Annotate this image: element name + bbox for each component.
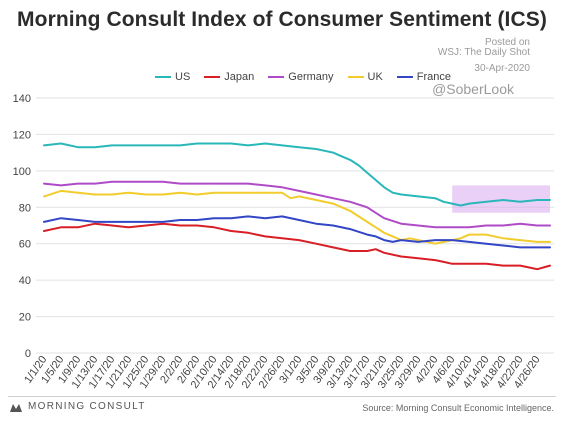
y-tick-label: 120 [13, 129, 31, 141]
legend-item-germany: Germany [268, 71, 334, 83]
legend-label-japan: Japan [224, 71, 255, 83]
y-tick-label: 140 [13, 93, 31, 105]
legend-swatch-france [396, 76, 413, 78]
morning-consult-logo: MORNING CONSULT [10, 401, 146, 412]
series-line-us [43, 142, 551, 207]
footer-divider [8, 396, 556, 397]
credit-partial: Posted on [484, 37, 530, 48]
legend-label-france: France [416, 71, 452, 83]
legend-label-uk: UK [367, 71, 383, 83]
source-note: Source: Morning Consult Economic Intelli… [362, 403, 554, 413]
legend-item-france: France [396, 71, 452, 83]
watermark-handle: @SoberLook [432, 81, 514, 97]
legend-item-uk: UK [347, 71, 383, 83]
chart-title: Morning Consult Index of Consumer Sentim… [17, 8, 547, 31]
legend-swatch-uk [347, 76, 364, 78]
legend-label-us: US [175, 71, 191, 83]
legend-swatch-us [155, 76, 171, 78]
credit-source: WSJ: The Daily Shot [437, 47, 530, 58]
y-tick-label: 80 [19, 202, 31, 214]
legend-swatch-japan [204, 76, 221, 78]
legend-swatch-germany [268, 76, 285, 78]
credit-date: 30-Apr-2020 [474, 63, 530, 74]
y-tick-label: 60 [19, 239, 31, 251]
series-line-uk [43, 189, 551, 245]
legend-item-us: US [155, 71, 190, 83]
legend-item-japan: Japan [204, 71, 254, 83]
series-line-germany [43, 180, 551, 229]
y-tick-label: 20 [19, 312, 31, 324]
series-line-japan [43, 222, 551, 271]
legend-label-germany: Germany [288, 71, 334, 83]
legend: US Japan Germany UK France [155, 71, 451, 83]
logo-text: MORNING CONSULT [28, 401, 146, 412]
y-tick-label: 100 [13, 166, 31, 178]
y-tick-label: 0 [25, 348, 31, 360]
y-tick-label: 40 [19, 275, 31, 287]
logo-mark-icon [10, 403, 22, 412]
highlight-region [452, 185, 550, 213]
series-line-france [43, 215, 551, 249]
